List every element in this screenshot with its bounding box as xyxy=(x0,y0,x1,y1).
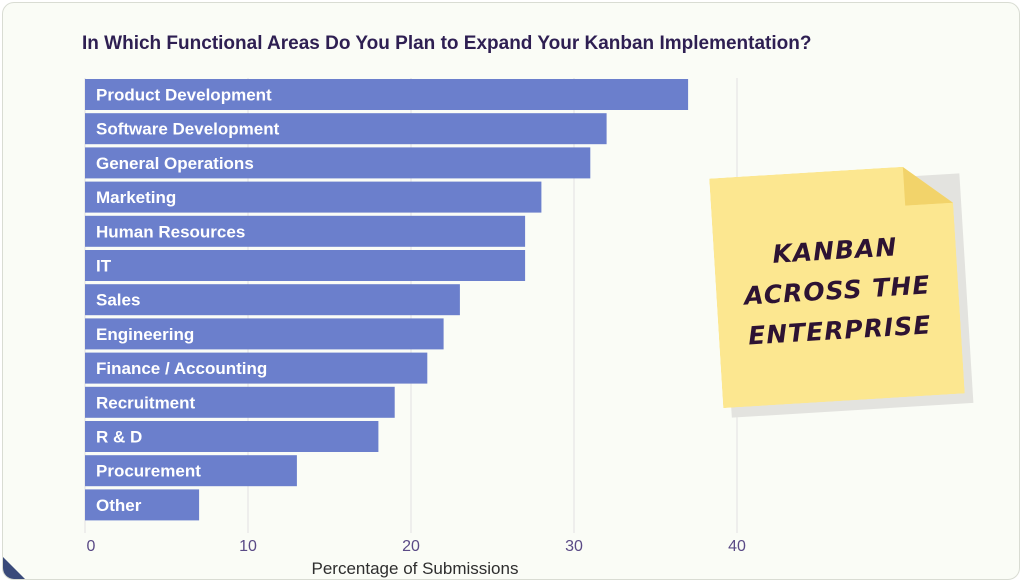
bar-category-label: Other xyxy=(96,496,142,515)
x-tick-label: 0 xyxy=(87,538,96,555)
bar xyxy=(85,318,444,350)
bar xyxy=(85,79,689,110)
bar-category-label: Software Development xyxy=(96,120,280,139)
bar-category-label: Sales xyxy=(96,291,140,310)
bar xyxy=(85,455,297,487)
bar xyxy=(85,147,591,179)
bar xyxy=(85,215,526,247)
x-tick-label: 10 xyxy=(239,538,257,555)
corner-accent xyxy=(3,557,25,579)
x-axis-label: Percentage of Submissions xyxy=(312,559,519,578)
bar xyxy=(85,386,395,418)
bar xyxy=(85,421,379,452)
bar xyxy=(85,181,542,213)
bar-category-label: Procurement xyxy=(96,462,201,481)
bar-category-label: Finance / Accounting xyxy=(96,359,267,378)
bar-category-label: General Operations xyxy=(96,154,254,173)
bars: Product Development Software Development G… xyxy=(85,79,689,521)
x-tick-label: 20 xyxy=(402,538,420,555)
bar-chart: Product Development Software Development G… xyxy=(84,78,746,578)
x-tick-label: 30 xyxy=(565,538,583,555)
bar-category-label: Product Development xyxy=(96,86,272,105)
bar-category-label: Recruitment xyxy=(96,393,196,412)
bar xyxy=(85,489,200,521)
x-tick-label: 40 xyxy=(728,538,746,555)
bar xyxy=(85,284,460,316)
bar xyxy=(85,352,428,384)
sticky-note-text: KANBAN ACROSS THE ENTERPRISE xyxy=(713,224,962,359)
x-axis-ticks: 0 10 20 30 40 xyxy=(87,538,746,555)
bar-category-label: R & D xyxy=(96,428,142,447)
bar-category-label: Engineering xyxy=(96,325,194,344)
bar-category-label: IT xyxy=(96,257,112,276)
bar-category-label: Human Resources xyxy=(96,222,245,241)
bar-category-label: Marketing xyxy=(96,188,176,207)
bar xyxy=(85,113,607,145)
bar xyxy=(85,250,526,281)
chart-title: In Which Functional Areas Do You Plan to… xyxy=(82,33,812,54)
sticky-note: KANBAN ACROSS THE ENTERPRISE xyxy=(709,164,974,418)
